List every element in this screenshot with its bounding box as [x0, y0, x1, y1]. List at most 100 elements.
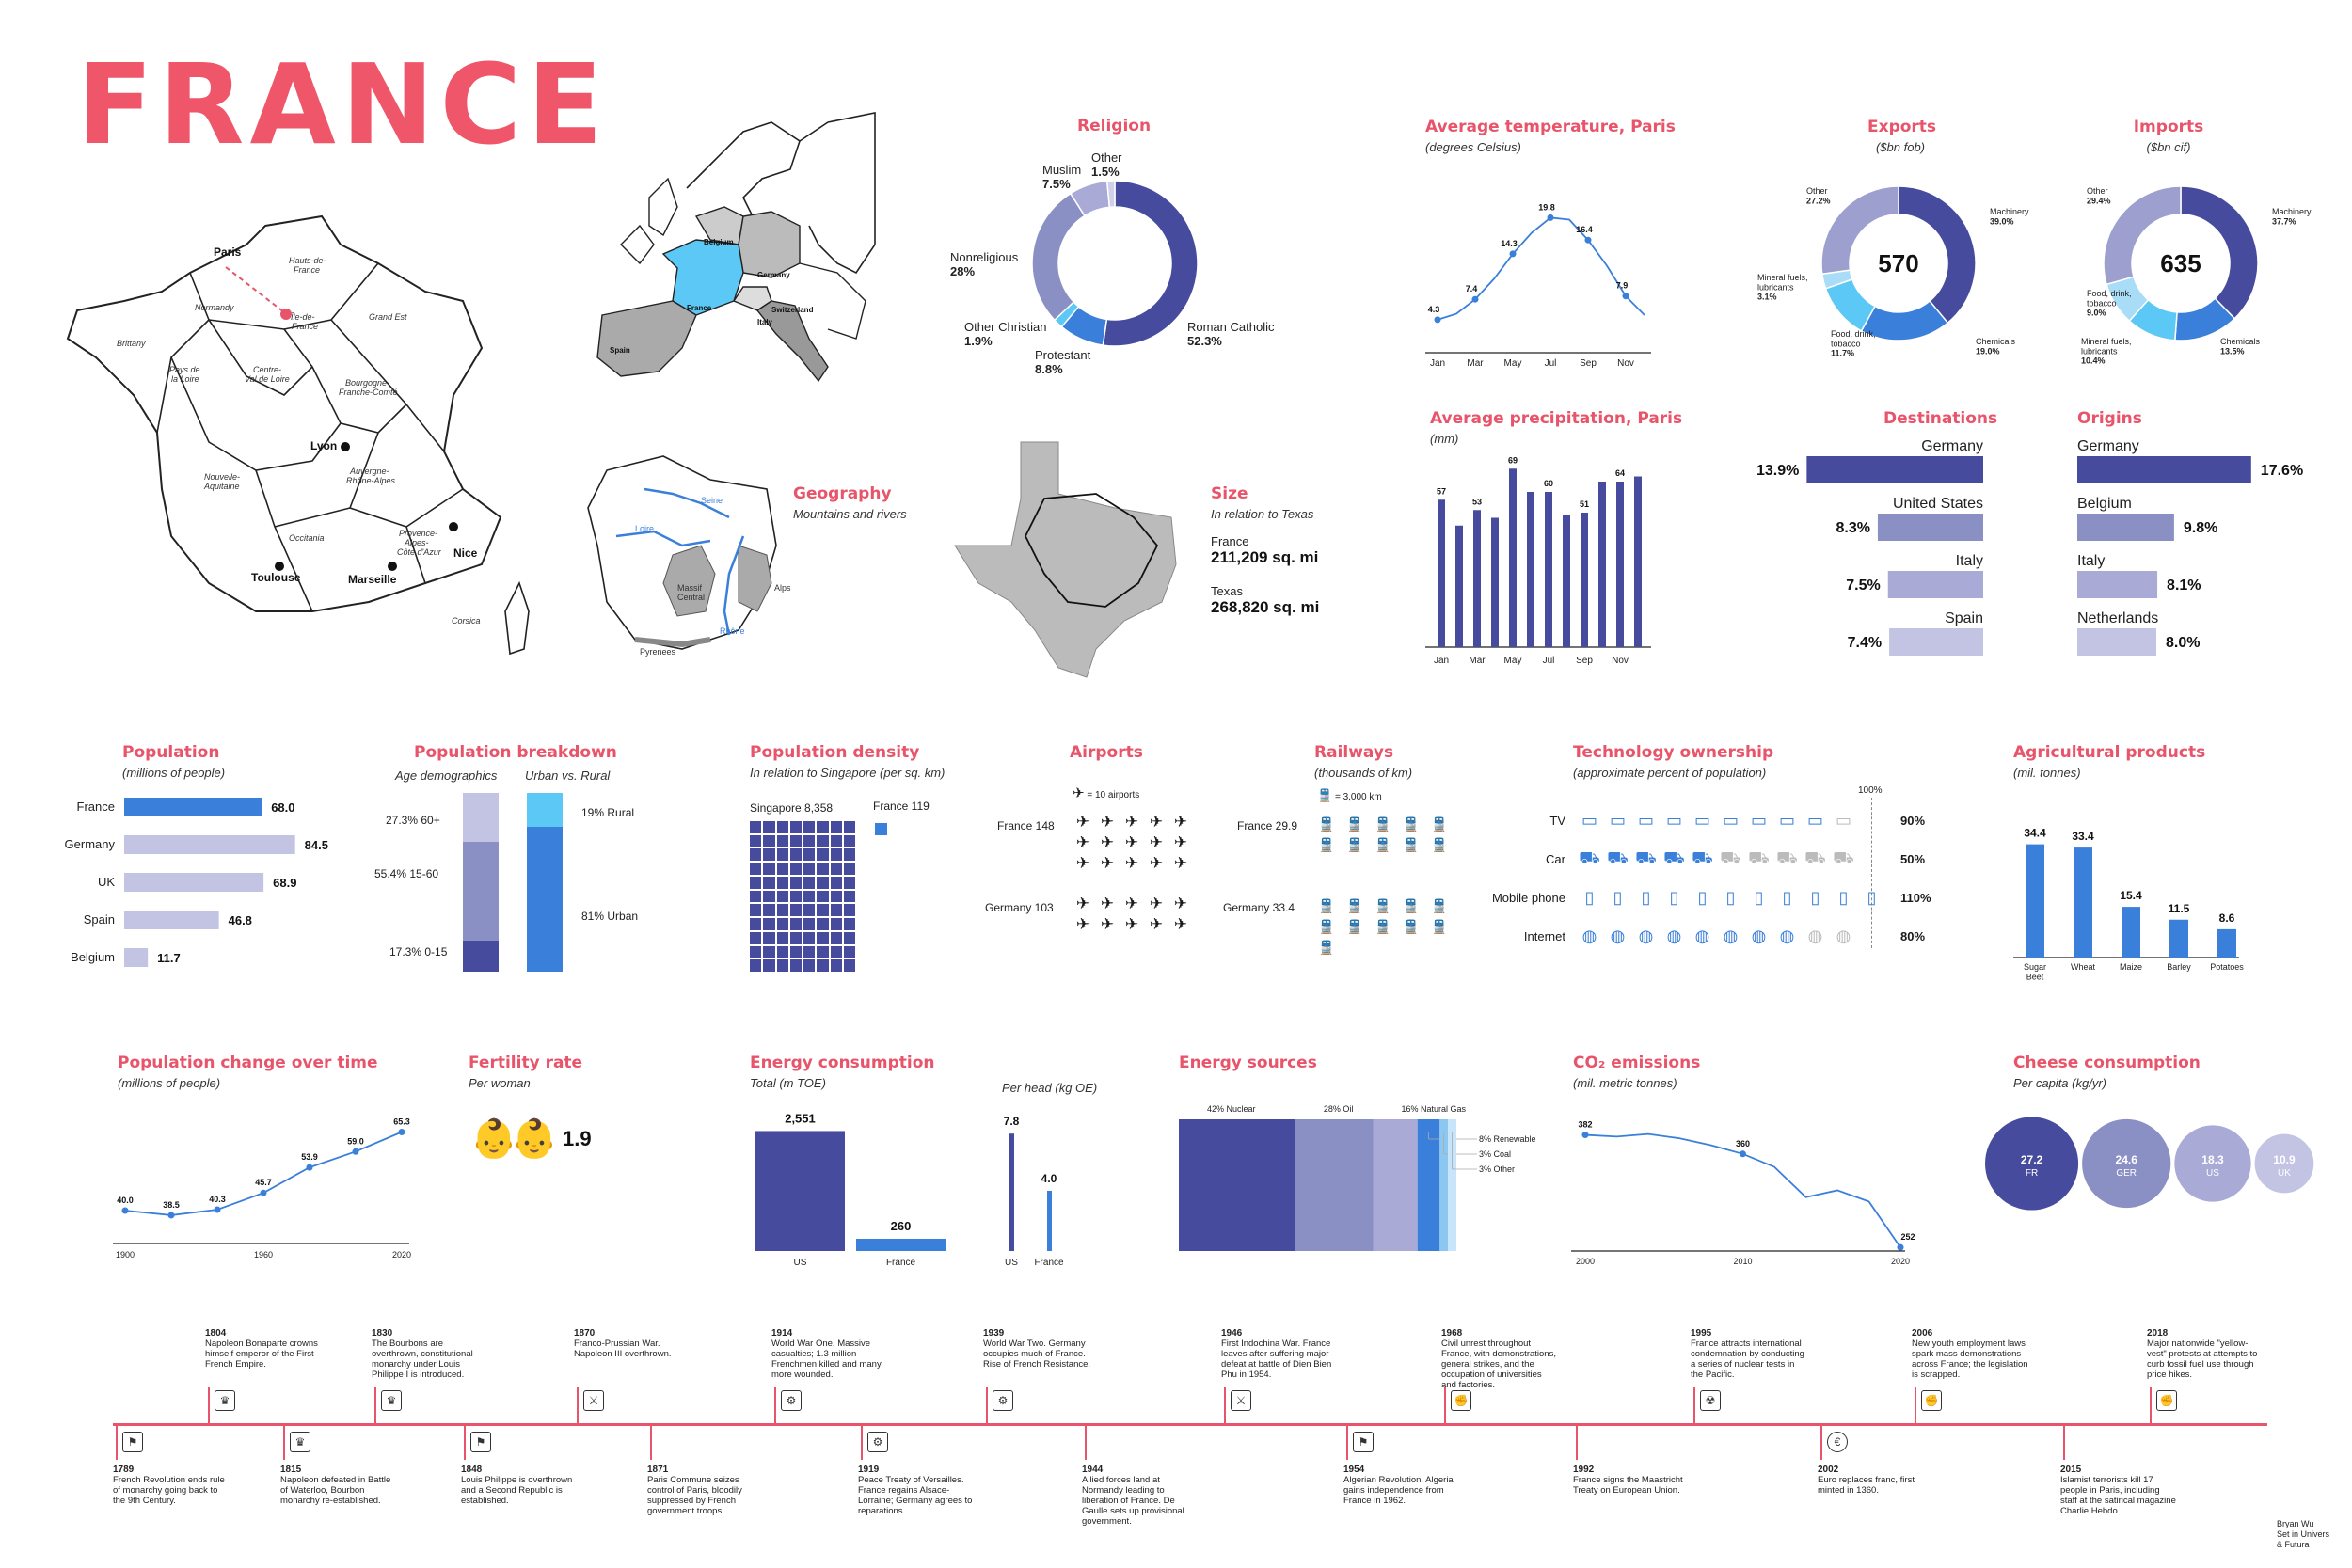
density-cell	[803, 848, 816, 862]
europe-map: Belgium Germany France Switzerland Italy…	[596, 112, 876, 383]
exports-title: Exports	[1867, 118, 1937, 136]
timeline-axis	[113, 1423, 2267, 1426]
density-cell	[789, 945, 802, 958]
pop-bar-2	[124, 873, 264, 892]
map-label-centre: Centre-	[253, 365, 281, 374]
density-cell	[843, 959, 855, 972]
pop-bar-0	[124, 798, 262, 816]
globe-icon: ◍	[1638, 927, 1654, 945]
timeline-event-2018: 2018 Major nationwide "yellow-vest" prote…	[2147, 1328, 2288, 1380]
density-cell	[789, 863, 802, 875]
popchange-subtitle: (millions of people)	[118, 1076, 221, 1090]
plane-icon: ✈	[1124, 813, 1139, 831]
timeline-event-icon: ⚙	[781, 1390, 802, 1411]
plane-icon: ✈	[1149, 833, 1164, 851]
plane-icon: ✈	[1124, 915, 1139, 933]
timeline-text: Islamist terrorists kill 17 people in Pa…	[2060, 1475, 2176, 1516]
energy-total-cat-1: France	[886, 1258, 916, 1268]
energy-head-chart: 7.8 US 4.0 France	[1004, 1115, 1064, 1268]
exports-label-4: Other 27.2%	[1806, 186, 1831, 205]
airports-legend: ✈ = 10 airports	[1073, 784, 1139, 801]
plane-icon: ✈	[1124, 895, 1139, 912]
baby-icon-2: 👶	[511, 1118, 558, 1160]
timeline-tick	[861, 1424, 863, 1460]
precip-value-May: 69	[1508, 455, 1518, 465]
agri-header: Agricultural products (mil. tonnes)	[2013, 743, 2205, 780]
map-label-brittany: Brittany	[117, 339, 146, 348]
density-cell	[817, 904, 829, 917]
timeline-tick	[650, 1424, 652, 1460]
cheese-value-GER: 24.6	[2116, 1153, 2138, 1166]
popchange-value-6: 65.3	[393, 1117, 410, 1127]
globe-icon: ◍	[1779, 927, 1795, 945]
europe-label-spain: Spain	[610, 346, 630, 355]
globe-icon: ◍	[1836, 927, 1851, 945]
timeline-text: Franco-Prussian War. Napoleon III overth…	[574, 1338, 672, 1359]
agri-title: Agricultural products	[2013, 743, 2206, 762]
popchange-point-0	[121, 1207, 129, 1214]
imports-slice-4	[2103, 185, 2182, 286]
age-15-60-segment	[463, 841, 499, 942]
timeline-tick	[2150, 1387, 2152, 1425]
energy-sources-title: Energy sources	[1179, 1053, 1317, 1072]
svg-text:Val de Loire: Val de Loire	[245, 374, 290, 384]
density-cell	[789, 959, 802, 972]
car-icon: ⛟	[1804, 847, 1826, 867]
density-cell	[763, 834, 775, 847]
density-cell	[817, 863, 829, 875]
temp-point-Mar	[1471, 295, 1479, 303]
timeline-year: 1995	[1691, 1328, 1712, 1338]
geo-label-pyrenees: Pyrenees	[640, 647, 676, 657]
density-cell	[817, 890, 829, 903]
cheese-bubble-FR	[1985, 1117, 2079, 1211]
density-cell	[830, 821, 842, 833]
tech-subtitle: (approximate percent of population)	[1573, 766, 1767, 780]
imports-slice-0	[2180, 185, 2259, 320]
timeline-event-icon: ♛	[215, 1390, 235, 1411]
car-icon: ⛟	[1833, 847, 1854, 867]
precip-bar-Jan	[1438, 499, 1445, 647]
energy-sources-chart: 42% Nuclear 28% Oil 16% Natural Gas 8% Rene…	[1179, 1104, 1536, 1251]
geo-label-massif: Massif	[677, 583, 703, 593]
density-cell	[763, 959, 775, 972]
timeline-event-icon: ♛	[381, 1390, 402, 1411]
railways-germany-icons: 🚆 🚆 🚆 🚆 🚆 🚆 🚆 🚆 🚆 🚆 🚆	[1312, 895, 1454, 958]
timeline-year: 1804	[205, 1328, 227, 1338]
popchange-value-1: 38.5	[163, 1200, 180, 1210]
dest-value-2: 7.5%	[1846, 578, 1880, 594]
svg-text:Aquitaine: Aquitaine	[203, 482, 240, 491]
energy-head-cat-0: US	[1005, 1258, 1018, 1268]
phone-icon: ▯	[1641, 888, 1651, 907]
tv-icon: ▭	[1778, 811, 1795, 830]
orig-cat-3: Netherlands	[2077, 610, 2158, 626]
density-cell	[776, 959, 788, 972]
timeline-event-icon: ✊	[1921, 1390, 1942, 1411]
timeline-year: 1968	[1441, 1328, 1463, 1338]
sources-seg-1	[1295, 1119, 1374, 1251]
temp-value-Sep: 16.4	[1576, 225, 1593, 234]
pop-value-4: 11.7	[157, 951, 181, 965]
precip-bar-Oct	[1598, 482, 1606, 647]
globe-icon: ◍	[1751, 927, 1767, 945]
airports-france-icons: ✈ ✈ ✈ ✈ ✈ ✈ ✈ ✈ ✈ ✈ ✈ ✈ ✈ ✈ ✈	[1071, 812, 1193, 874]
cheese-cat-US: US	[2206, 1168, 2219, 1179]
timeline-event-icon: ✊	[2156, 1390, 2177, 1411]
density-cell	[789, 918, 802, 930]
map-label-auvergne: Auvergne-	[349, 467, 389, 476]
density-cell	[817, 945, 829, 958]
temp-tick-Mar: Mar	[1467, 358, 1484, 369]
timeline-text: Napoleon Bonaparte crowns himself empero…	[205, 1338, 318, 1370]
timeline-year: 1789	[113, 1465, 135, 1475]
timeline-event-icon: ⚔	[583, 1390, 604, 1411]
density-cell	[803, 890, 816, 903]
density-cell	[843, 876, 855, 889]
density-header: Population density In relation to Singap…	[750, 743, 945, 780]
timeline-year: 1830	[372, 1328, 393, 1338]
orig-bar-0	[2077, 456, 2251, 483]
agri-value-1: 33.4	[2072, 830, 2094, 843]
density-cell	[830, 931, 842, 944]
density-cell	[789, 834, 802, 847]
timeline-text: Louis Philippe is overthrown and a Secon…	[461, 1475, 573, 1506]
tv-icon: ▭	[1665, 811, 1682, 830]
plane-icon: ✈	[1075, 833, 1090, 851]
